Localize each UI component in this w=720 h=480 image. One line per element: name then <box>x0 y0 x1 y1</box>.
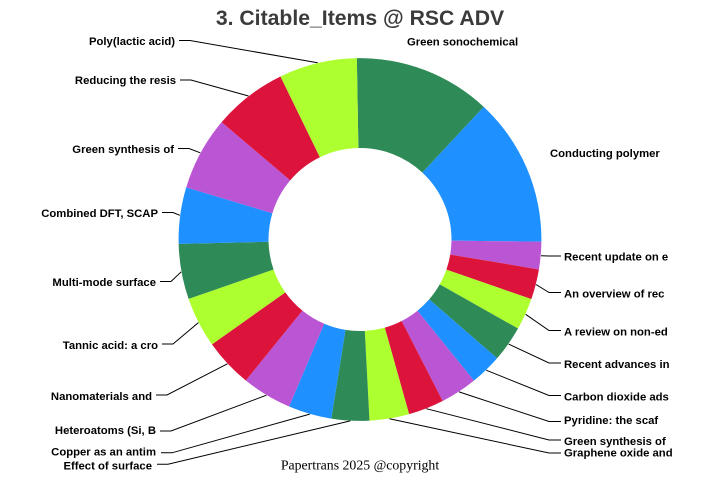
svg-text:A review on non-ed: A review on non-ed <box>564 327 668 339</box>
svg-text:Effect of surface: Effect of surface <box>63 461 152 473</box>
svg-text:Green sonochemical: Green sonochemical <box>407 37 518 49</box>
svg-text:Multi-mode surface: Multi-mode surface <box>52 277 156 289</box>
svg-text:Green synthesis of: Green synthesis of <box>72 144 174 156</box>
svg-text:Nanomaterials and: Nanomaterials and <box>51 391 152 403</box>
svg-text:Copper as an antim: Copper as an antim <box>51 447 156 459</box>
svg-text:Conducting polymer: Conducting polymer <box>550 148 660 160</box>
svg-text:Pyridine: the scaf: Pyridine: the scaf <box>564 415 658 427</box>
svg-text:Green synthesis of: Green synthesis of <box>564 436 666 448</box>
svg-text:Tannic acid: a cro: Tannic acid: a cro <box>63 340 158 352</box>
svg-text:Reducing the resis: Reducing the resis <box>75 75 176 87</box>
svg-text:Combined DFT, SCAP: Combined DFT, SCAP <box>41 208 158 220</box>
svg-text:Heteroatoms (Si, B: Heteroatoms (Si, B <box>55 425 156 437</box>
svg-text:Carbon dioxide ads: Carbon dioxide ads <box>564 392 669 404</box>
svg-text:An overview of rec: An overview of rec <box>564 289 664 301</box>
svg-text:3. Citable_Items @ RSC ADV: 3. Citable_Items @ RSC ADV <box>216 7 504 30</box>
svg-text:Papertrans 2025 @copyright: Papertrans 2025 @copyright <box>281 458 439 473</box>
svg-text:Graphene oxide and: Graphene oxide and <box>564 448 673 460</box>
svg-text:Recent advances in: Recent advances in <box>564 359 670 371</box>
svg-text:Recent update on e: Recent update on e <box>564 252 668 264</box>
svg-text:Poly(lactic acid): Poly(lactic acid) <box>89 36 175 48</box>
